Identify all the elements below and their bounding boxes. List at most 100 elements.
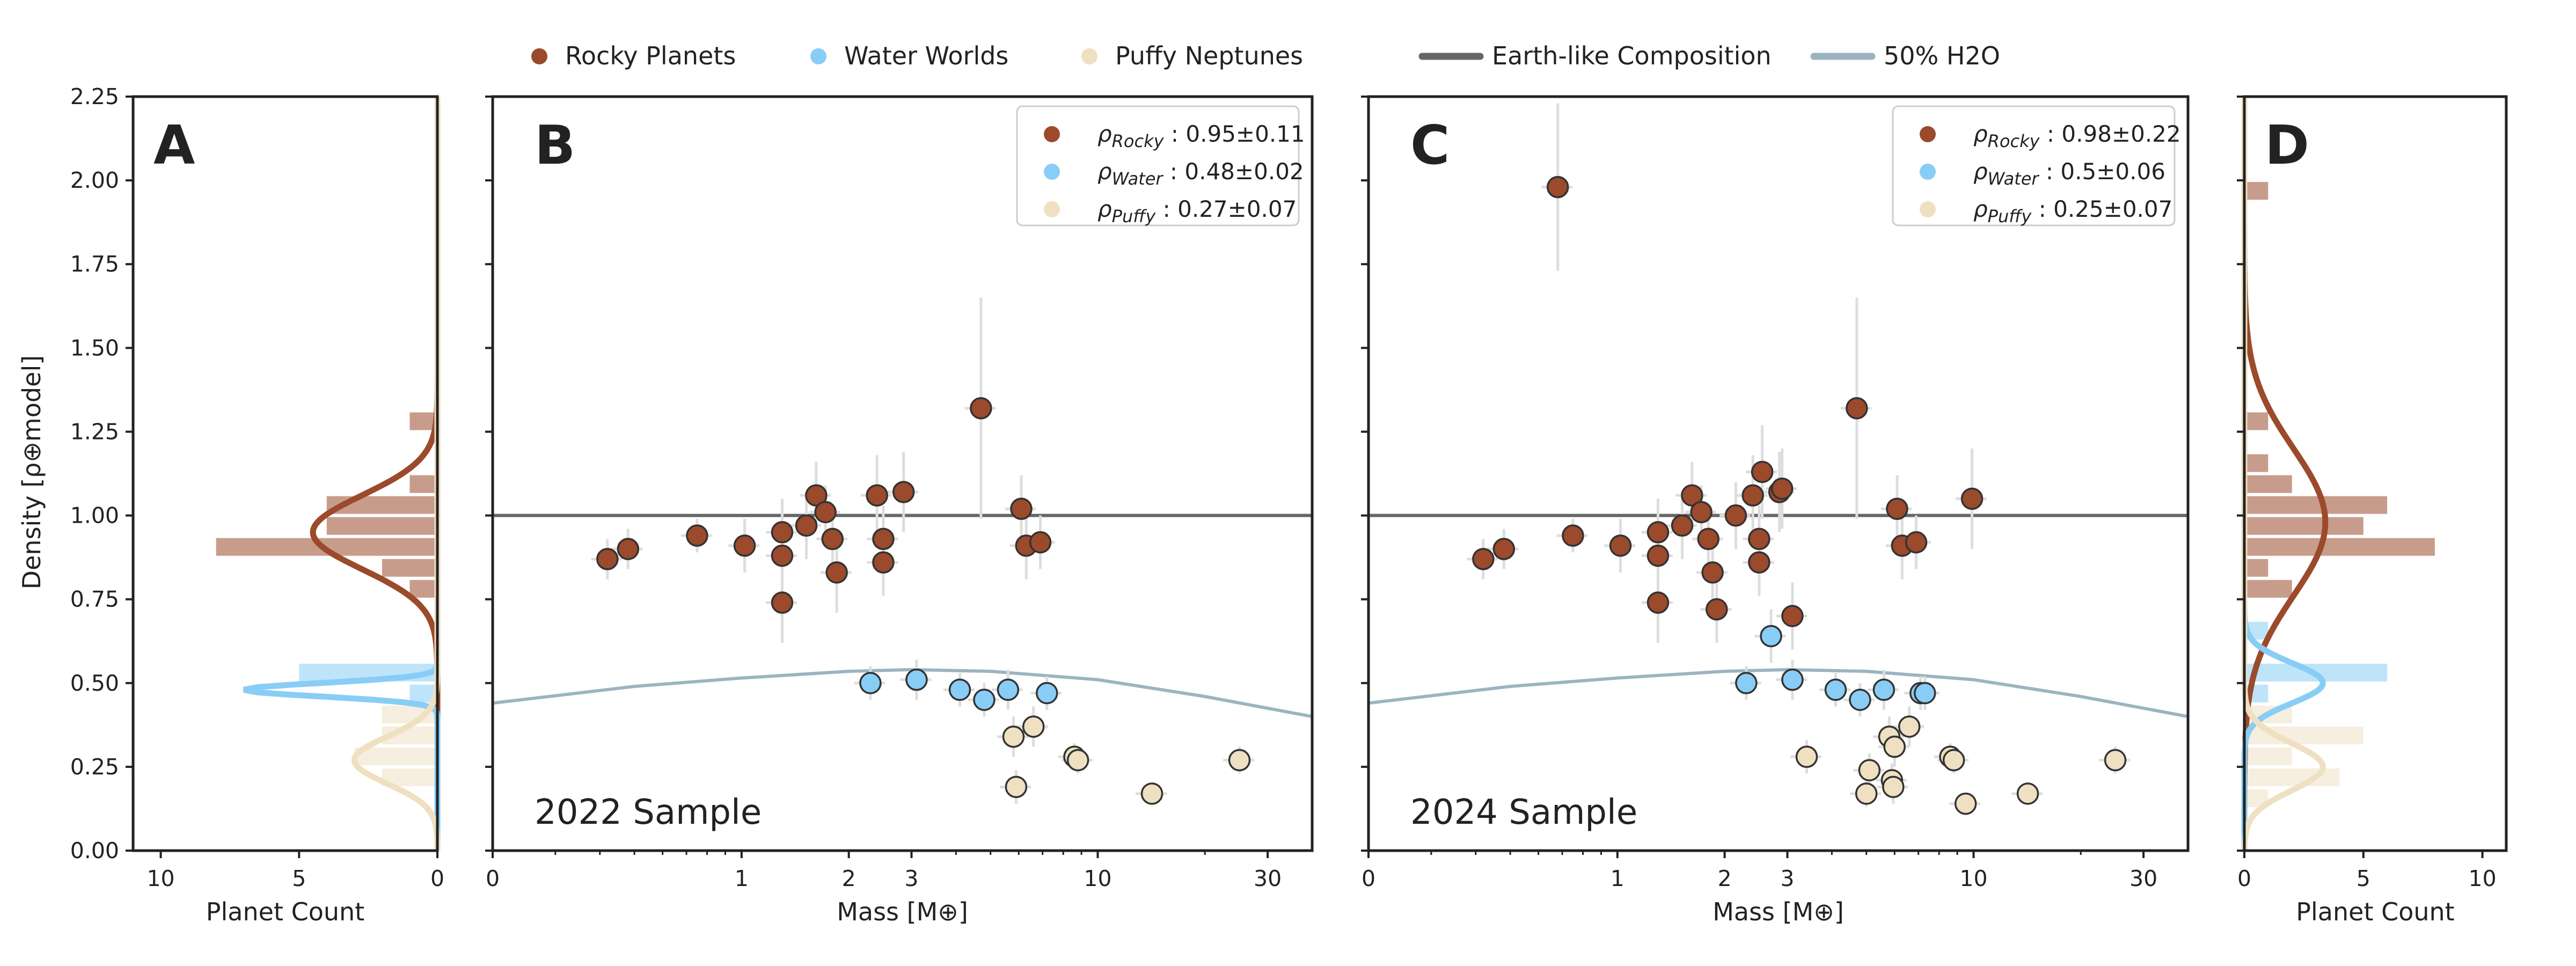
legend-label-50-h2o: 50% H2O [1884, 41, 2000, 70]
data-point-puffy-neptunes [1855, 782, 1878, 805]
data-point-puffy-neptunes [1882, 775, 1905, 799]
x-tick-label: 0 [430, 866, 444, 891]
histogram-bar-rocky-planets [326, 517, 437, 535]
legend-item-earth-like-composition: Earth-like Composition [1418, 41, 1772, 70]
y-tick-label: 2.00 [70, 167, 119, 193]
plot-frame [1367, 95, 2190, 852]
histogram-bar-rocky-planets [2244, 182, 2268, 200]
panel-letter: C [1410, 114, 1450, 177]
data-point-rocky-planets [1770, 477, 1794, 500]
data-point-puffy-neptunes [1022, 715, 1045, 738]
data-point-puffy-neptunes [1883, 735, 1906, 758]
histogram-bar-rocky-planets [2244, 412, 2268, 430]
data-point-rocky-planets [795, 514, 818, 537]
histogram-bar-rocky-planets [2244, 475, 2292, 493]
y-tick-label: 1.00 [70, 503, 119, 529]
data-point-rocky-planets [872, 551, 895, 574]
h2o-50-percent-curve [493, 668, 1312, 719]
inset-legend-row-water: ρWater : 0.5±0.06 [1920, 158, 2165, 189]
legend-marker-water-worlds [810, 48, 826, 64]
data-point-rocky-planets [596, 547, 619, 570]
data-point-water-worlds [1781, 668, 1804, 691]
x-tick-label: 30 [2129, 866, 2157, 891]
data-point-rocky-planets [1706, 598, 1728, 621]
data-point-rocky-planets [1646, 521, 1670, 544]
inset-legend-marker [1920, 164, 1936, 180]
plot-frame [2243, 95, 2508, 852]
data-point-rocky-planets [1905, 531, 1928, 554]
x-axis-title: Mass [M⊕] [837, 897, 968, 926]
data-point-rocky-planets [805, 484, 828, 507]
legend-item-rocky-planets: Rocky Planets [531, 41, 736, 70]
panel-b-mass-density-scatter-2022: 0 1 2 3 10 30 Mass [M⊕] B 2022 Sample ρRocky : 0.… [485, 95, 1314, 926]
data-point-rocky-planets [866, 484, 888, 507]
inset-legend: ρRocky : 0.98±0.22 ρWater : 0.5±0.06 ρPuff… [1892, 105, 2181, 226]
y-axis-title: Density [ρ⊕model] [17, 355, 46, 589]
data-point-rocky-planets [1609, 535, 1632, 557]
data-point-rocky-planets [1701, 561, 1724, 584]
h2o-50-percent-curve [1368, 668, 2188, 719]
data-point-puffy-neptunes [2104, 749, 2127, 772]
data-point-rocky-planets [1472, 547, 1495, 570]
x-tick-label: 0 [1362, 866, 1375, 891]
inset-legend-label: ρPuffy : 0.27±0.07 [1097, 196, 1297, 226]
data-point-water-worlds [948, 678, 971, 701]
data-point-puffy-neptunes [1228, 749, 1251, 772]
data-point-puffy-neptunes [1942, 749, 1965, 772]
x-tick-label: 10 [147, 866, 174, 891]
data-point-rocky-planets [1748, 551, 1770, 574]
data-point-water-worlds [973, 689, 996, 711]
data-point-water-worlds [1036, 682, 1058, 705]
histogram-bar-rocky-planets [2244, 454, 2268, 472]
x-tick-label: 0 [486, 866, 500, 891]
y-tick-label: 2.25 [70, 84, 119, 109]
y-tick-label: 0.00 [70, 838, 119, 863]
x-tick-label: 3 [904, 866, 918, 891]
data-point-puffy-neptunes [1140, 782, 1163, 805]
data-point-rocky-planets [892, 481, 915, 503]
inset-legend-marker [1044, 201, 1060, 217]
data-point-water-worlds [859, 672, 882, 694]
x-axis-title: Planet Count [206, 897, 364, 926]
histogram-bar-rocky-planets [382, 559, 437, 577]
legend-marker-puffy-neptunes [1081, 48, 1097, 64]
histogram-bar-rocky-planets [2244, 559, 2268, 577]
inset-legend-label: ρRocky : 0.95±0.11 [1097, 121, 1305, 151]
data-point-water-worlds [1914, 682, 1936, 705]
legend-item-water-worlds: Water Worlds [810, 41, 1008, 70]
y-tick-label: 0.50 [70, 670, 119, 696]
y-tick-label: 1.50 [70, 335, 119, 361]
inset-legend-marker [1920, 126, 1936, 142]
x-tick-label: 10 [1959, 866, 1987, 891]
panel-letter: B [535, 114, 575, 177]
legend-label-puffy-neptunes: Puffy Neptunes [1115, 41, 1303, 70]
data-point-rocky-planets [1886, 497, 1908, 520]
data-point-rocky-planets [771, 591, 794, 614]
x-tick-label: 1 [735, 866, 749, 891]
x-tick-label: 2 [1718, 866, 1732, 891]
histogram-bar-rocky-planets [2244, 538, 2435, 556]
data-point-water-worlds [1824, 678, 1847, 701]
data-point-puffy-neptunes [1005, 775, 1028, 799]
legend-item-50-h2o: 50% H2O [1810, 41, 2000, 70]
data-point-rocky-planets [771, 521, 794, 544]
plot-frame [491, 95, 1314, 852]
data-point-rocky-planets [1781, 605, 1804, 627]
x-tick-label: 30 [1254, 866, 1282, 891]
data-point-puffy-neptunes [1002, 725, 1025, 748]
x-tick-label: 2 [842, 866, 856, 891]
inset-legend-label: ρWater : 0.5±0.06 [1973, 158, 2165, 189]
panel-letter: A [153, 114, 195, 177]
inset-legend-label: ρWater : 0.48±0.02 [1097, 158, 1304, 189]
x-axis-title: Planet Count [2296, 897, 2454, 926]
data-point-water-worlds [997, 678, 1020, 701]
histogram-bar-puffy-neptunes [2244, 768, 2340, 786]
histogram-bar-puffy-neptunes [2244, 747, 2292, 765]
data-point-rocky-planets [1646, 591, 1670, 614]
data-point-rocky-planets [1029, 531, 1052, 554]
data-point-rocky-planets [1646, 544, 1670, 567]
data-point-rocky-planets [825, 561, 848, 584]
y-tick-label: 0.75 [70, 587, 119, 612]
x-tick-label: 3 [1780, 866, 1794, 891]
data-point-rocky-planets [1690, 501, 1713, 524]
